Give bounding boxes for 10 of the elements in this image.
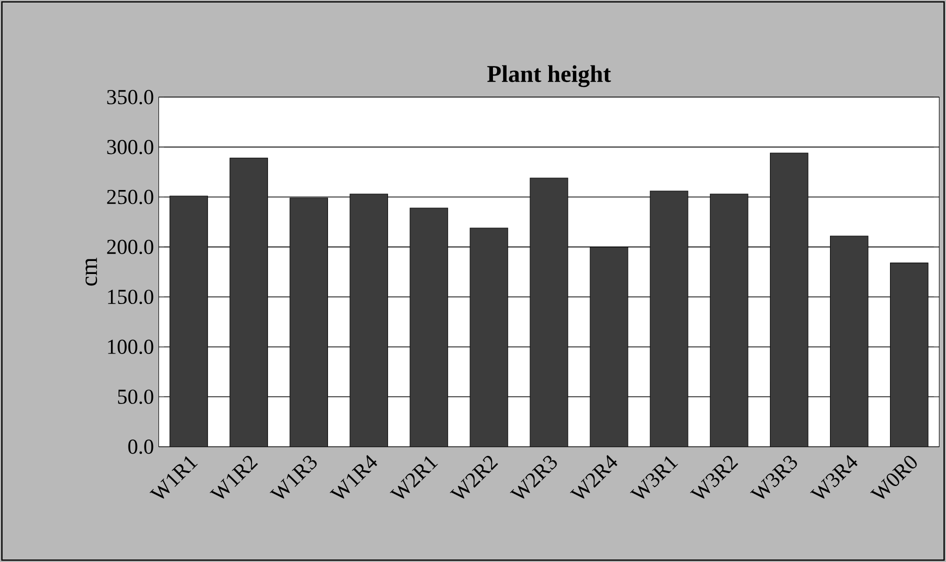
y-tick-label: 150.0 <box>108 290 154 304</box>
y-tick-label: 50.0 <box>118 390 154 404</box>
y-tick-label: 100.0 <box>108 340 154 354</box>
y-axis-title: cm <box>86 258 98 286</box>
y-tick-label: 200.0 <box>107 240 154 254</box>
y-tick-label: 0.0 <box>128 440 154 454</box>
chart-title: Plant height <box>487 65 611 88</box>
y-tick-label: 300.0 <box>107 140 154 154</box>
y-tick-label: 350.0 <box>107 90 154 104</box>
y-tick-label: 250.0 <box>107 190 154 204</box>
